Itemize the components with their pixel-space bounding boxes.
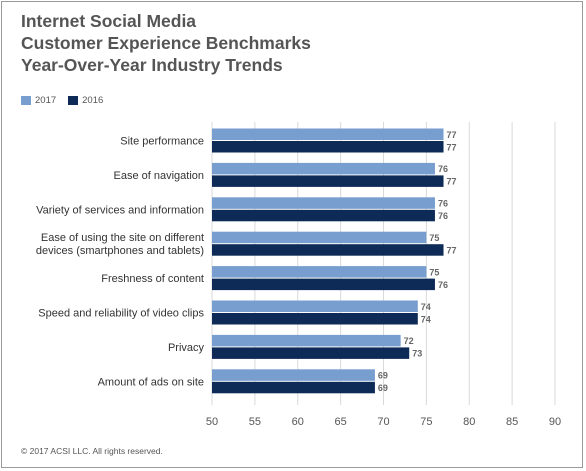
chart-title: Internet Social Media Customer Experienc…: [21, 10, 311, 76]
data-label-2016: 74: [421, 314, 431, 324]
legend-label-2016: 2016: [82, 95, 104, 106]
category-label: Freshness of content: [101, 273, 204, 285]
bar-2016: [212, 278, 435, 291]
legend-swatch-2016: [68, 96, 79, 105]
data-label-2017: 69: [378, 371, 388, 381]
bar-2016: [212, 381, 375, 394]
x-tick-label: 90: [549, 416, 561, 428]
bar-2017: [212, 231, 427, 244]
data-label-2016: 77: [447, 177, 457, 187]
category-label: devices (smartphones and tablets): [36, 245, 204, 257]
bar-2017: [212, 300, 418, 312]
x-tick-label: 85: [506, 416, 518, 428]
bar-2016: [212, 347, 410, 359]
data-label-2017: 75: [429, 267, 439, 277]
x-tick-label: 50: [206, 416, 218, 428]
x-tick-label: 60: [292, 416, 304, 428]
bar-2016: [212, 244, 444, 256]
bar-2017: [212, 128, 444, 140]
bar-2016: [212, 209, 435, 222]
category-label: Amount of ads on site: [98, 376, 204, 388]
copyright-footer: © 2017 ACSI LLC. All rights reserved.: [21, 446, 163, 456]
bar-2017: [212, 266, 427, 278]
data-label-2017: 76: [438, 199, 448, 209]
x-tick-label: 70: [377, 416, 389, 428]
x-tick-label: 80: [463, 416, 475, 428]
data-label-2017: 75: [429, 233, 439, 243]
x-tick-label: 75: [420, 416, 432, 428]
bar-2016: [212, 313, 418, 325]
legend-item-2017: 2017: [21, 95, 56, 106]
data-label-2016: 69: [378, 383, 388, 393]
title-line-1: Internet Social Media: [21, 11, 197, 31]
data-label-2016: 76: [438, 280, 448, 290]
category-label: Ease of navigation: [113, 170, 204, 182]
data-label-2016: 73: [412, 349, 422, 359]
category-label: Ease of using the site on different: [41, 232, 204, 244]
bar-2017: [212, 369, 375, 381]
x-tick-label: 55: [249, 416, 261, 428]
bar-2017: [212, 197, 435, 209]
data-label-2017: 74: [421, 302, 431, 312]
legend-swatch-2017: [21, 96, 31, 105]
x-tick-label: 65: [335, 416, 347, 428]
data-label-2016: 76: [438, 211, 448, 221]
category-label: Speed and reliability of video clips: [38, 308, 204, 320]
title-line-2: Customer Experience Benchmarks: [21, 33, 311, 53]
data-label-2017: 76: [438, 164, 448, 174]
legend-label-2017: 2017: [35, 95, 57, 106]
bar-2016: [212, 175, 444, 187]
bar-2016: [212, 141, 444, 153]
legend: 2017 2016: [21, 95, 115, 106]
category-label: Variety of services and information: [36, 204, 204, 216]
data-label-2017: 77: [447, 130, 457, 140]
category-label: Site performance: [120, 136, 204, 148]
title-line-3: Year-Over-Year Industry Trends: [21, 55, 283, 75]
data-label-2016: 77: [447, 245, 457, 255]
legend-item-2016: 2016: [68, 95, 103, 106]
data-label-2017: 72: [404, 336, 414, 346]
bar-2017: [212, 162, 435, 175]
category-label: Privacy: [168, 342, 205, 354]
bar-2017: [212, 334, 401, 347]
data-label-2016: 77: [447, 142, 457, 152]
